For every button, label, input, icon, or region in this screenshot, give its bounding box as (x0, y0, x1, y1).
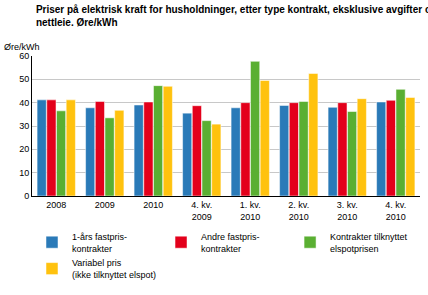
svg-text:1-års fastpris-kontrakter: 1-års fastpris-kontrakter (72, 232, 127, 254)
svg-text:Andre fastpris-kontrakter: Andre fastpris-kontrakter (201, 232, 260, 254)
svg-text:2009: 2009 (95, 200, 115, 210)
svg-text:Priser på elektrisk kraft for: Priser på elektrisk kraft for husholdnin… (36, 4, 428, 28)
svg-text:1. kv.2010: 1. kv.2010 (240, 200, 261, 222)
svg-text:20: 20 (19, 144, 29, 154)
svg-text:4. kv.2010: 4. kv.2010 (385, 200, 406, 222)
svg-text:30: 30 (19, 121, 29, 131)
svg-text:4. kv.2009: 4. kv.2009 (191, 200, 212, 222)
svg-text:0: 0 (24, 191, 29, 201)
svg-text:3. kv.2010: 3. kv.2010 (337, 200, 358, 222)
svg-text:10: 10 (19, 168, 29, 178)
svg-text:2. kv.2010: 2. kv.2010 (288, 200, 309, 222)
svg-text:50: 50 (19, 74, 29, 84)
svg-text:2010: 2010 (143, 200, 163, 210)
svg-text:Variabel pris(ikke tilknyttet: Variabel pris(ikke tilknyttet elspot) (72, 258, 156, 280)
svg-text:60: 60 (19, 51, 29, 61)
svg-text:Øre/kWh: Øre/kWh (4, 42, 40, 52)
svg-text:Kontrakter tilknyttetelspotpri: Kontrakter tilknyttetelspotprisen (330, 232, 408, 254)
svg-text:2008: 2008 (46, 200, 66, 210)
svg-text:40: 40 (19, 98, 29, 108)
